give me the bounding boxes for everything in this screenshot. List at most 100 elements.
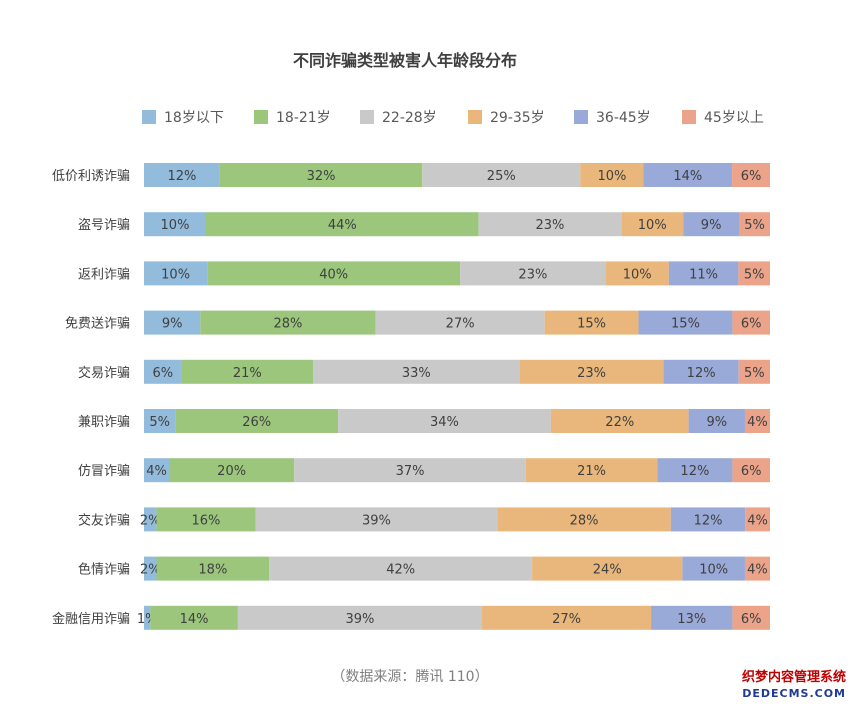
data-label-9-3: 27%: [552, 612, 581, 627]
data-label-1-3: 10%: [638, 218, 667, 233]
data-label-0-3: 10%: [597, 169, 626, 184]
data-label-8-3: 24%: [593, 563, 622, 578]
bar-segment-0-0: [144, 163, 220, 187]
bar-segment-0-4: [643, 163, 733, 187]
data-label-1-1: 44%: [328, 218, 357, 233]
data-label-2-1: 40%: [319, 267, 348, 282]
data-label-6-2: 37%: [396, 464, 425, 479]
bar-segment-5-3: [550, 409, 689, 433]
data-label-7-2: 39%: [362, 513, 391, 528]
data-label-9-4: 13%: [677, 612, 706, 627]
bar-segment-4-5: [738, 359, 770, 384]
legend-swatch-2: [360, 110, 374, 124]
bar-segment-7-0: [144, 507, 157, 532]
data-label-0-2: 25%: [487, 169, 516, 184]
data-label-5-5: 4%: [747, 415, 768, 430]
bar-segment-9-1: [150, 605, 238, 630]
data-label-0-4: 14%: [673, 169, 702, 184]
data-label-7-1: 16%: [192, 513, 221, 528]
data-label-3-2: 27%: [446, 317, 475, 332]
data-label-4-3: 23%: [577, 366, 606, 381]
category-label-2: 返利诈骗: [78, 267, 130, 282]
data-label-7-5: 4%: [747, 513, 768, 528]
data-label-2-5: 5%: [744, 267, 765, 282]
data-label-6-1: 20%: [217, 464, 246, 479]
legend-swatch-5: [682, 110, 696, 124]
data-label-9-2: 39%: [346, 612, 375, 627]
bar-row-1: 盗号诈骗 10% 44% 23% 10% 9% 5%: [78, 212, 770, 237]
data-label-1-5: 5%: [744, 218, 765, 233]
bar-segment-3-4: [638, 310, 733, 335]
data-label-1-2: 23%: [536, 218, 565, 233]
bar-segment-3-5: [732, 310, 770, 335]
data-label-0-0: 12%: [167, 169, 196, 184]
category-label-0: 低价利诱诈骗: [52, 169, 130, 184]
data-label-4-4: 12%: [687, 366, 716, 381]
bar-row-3: 免费送诈骗 9% 28% 27% 15% 15% 6%: [65, 310, 770, 335]
bar-segment-8-0: [144, 556, 157, 581]
data-label-2-2: 23%: [518, 267, 547, 282]
category-label-5: 兼职诈骗: [78, 415, 130, 430]
data-label-2-3: 10%: [623, 267, 652, 282]
bar-segment-0-1: [219, 163, 423, 187]
bar-row-5: 兼职诈骗 5% 26% 34% 22% 9% 4%: [78, 409, 770, 433]
legend-label-4: 36-45岁: [596, 110, 651, 126]
bar-segment-4-4: [663, 359, 739, 384]
data-label-8-0: 2%: [140, 563, 161, 578]
data-label-3-0: 9%: [162, 317, 183, 332]
data-label-4-1: 21%: [233, 366, 262, 381]
bar-segment-3-2: [375, 310, 545, 335]
data-label-8-2: 42%: [386, 563, 415, 578]
legend-label-2: 22-28岁: [382, 110, 437, 126]
bar-segment-2-1: [207, 261, 461, 286]
bar-segment-1-5: [739, 212, 770, 237]
legend-label-0: 18岁以下: [164, 110, 224, 126]
bar-segment-7-5: [745, 507, 770, 532]
data-label-1-4: 9%: [701, 218, 722, 233]
data-label-6-4: 12%: [680, 464, 709, 479]
category-label-6: 仿冒诈骗: [78, 464, 130, 479]
bar-segment-8-1: [156, 556, 270, 581]
bar-segment-7-3: [497, 507, 671, 532]
bar-segment-9-4: [651, 605, 733, 630]
data-label-3-4: 15%: [671, 317, 700, 332]
watermark-text: 织梦内容管理系统: [742, 669, 846, 685]
bar-segment-6-0: [144, 458, 170, 483]
bar-segment-6-3: [525, 458, 658, 483]
data-label-4-5: 5%: [744, 366, 765, 381]
bar-segment-8-4: [682, 556, 745, 581]
bar-segment-5-2: [338, 409, 551, 433]
bar-segment-6-2: [294, 458, 526, 483]
data-label-5-1: 26%: [242, 415, 271, 430]
data-label-2-0: 10%: [161, 267, 190, 282]
bar-segment-2-3: [605, 261, 669, 286]
data-label-7-0: 2%: [140, 513, 161, 528]
bar-segment-9-5: [732, 605, 770, 630]
data-label-0-1: 32%: [307, 169, 336, 184]
bar-segment-9-0: [144, 605, 151, 630]
bar-segment-1-2: [478, 212, 622, 237]
bar-segment-9-2: [237, 605, 483, 630]
bar-row-9: 金融信用诈骗 1% 14% 39% 27% 13% 6%: [52, 605, 770, 630]
chart-title: 不同诈骗类型被害人年龄段分布: [293, 51, 517, 70]
data-label-9-1: 14%: [180, 612, 209, 627]
category-label-1: 盗号诈骗: [78, 217, 130, 233]
data-label-5-3: 22%: [605, 415, 634, 430]
bar-segment-4-1: [181, 359, 314, 384]
bar-row-0: 低价利诱诈骗 12% 32% 25% 10% 14% 6%: [52, 163, 770, 187]
category-label-3: 免费送诈骗: [65, 317, 130, 332]
bar-segment-1-3: [621, 212, 684, 237]
watermark: 织梦内容管理系统 DEDECMS.COM: [742, 669, 846, 700]
data-label-5-0: 5%: [149, 415, 170, 430]
bar-row-4: 交易诈骗 6% 21% 33% 23% 12% 5%: [78, 359, 770, 384]
bar-segment-3-0: [144, 310, 201, 335]
bar-row-8: 色情诈骗 2% 18% 42% 24% 10% 4%: [78, 556, 770, 581]
bar-segment-7-2: [255, 507, 498, 532]
legend-label-1: 18-21岁: [276, 110, 331, 126]
bar-segment-0-5: [732, 163, 770, 187]
bar-segment-8-2: [269, 556, 533, 581]
watermark-domain: DEDECMS.COM: [742, 687, 846, 700]
bar-segment-7-4: [670, 507, 746, 532]
legend-label-5: 45岁以上: [704, 110, 764, 126]
